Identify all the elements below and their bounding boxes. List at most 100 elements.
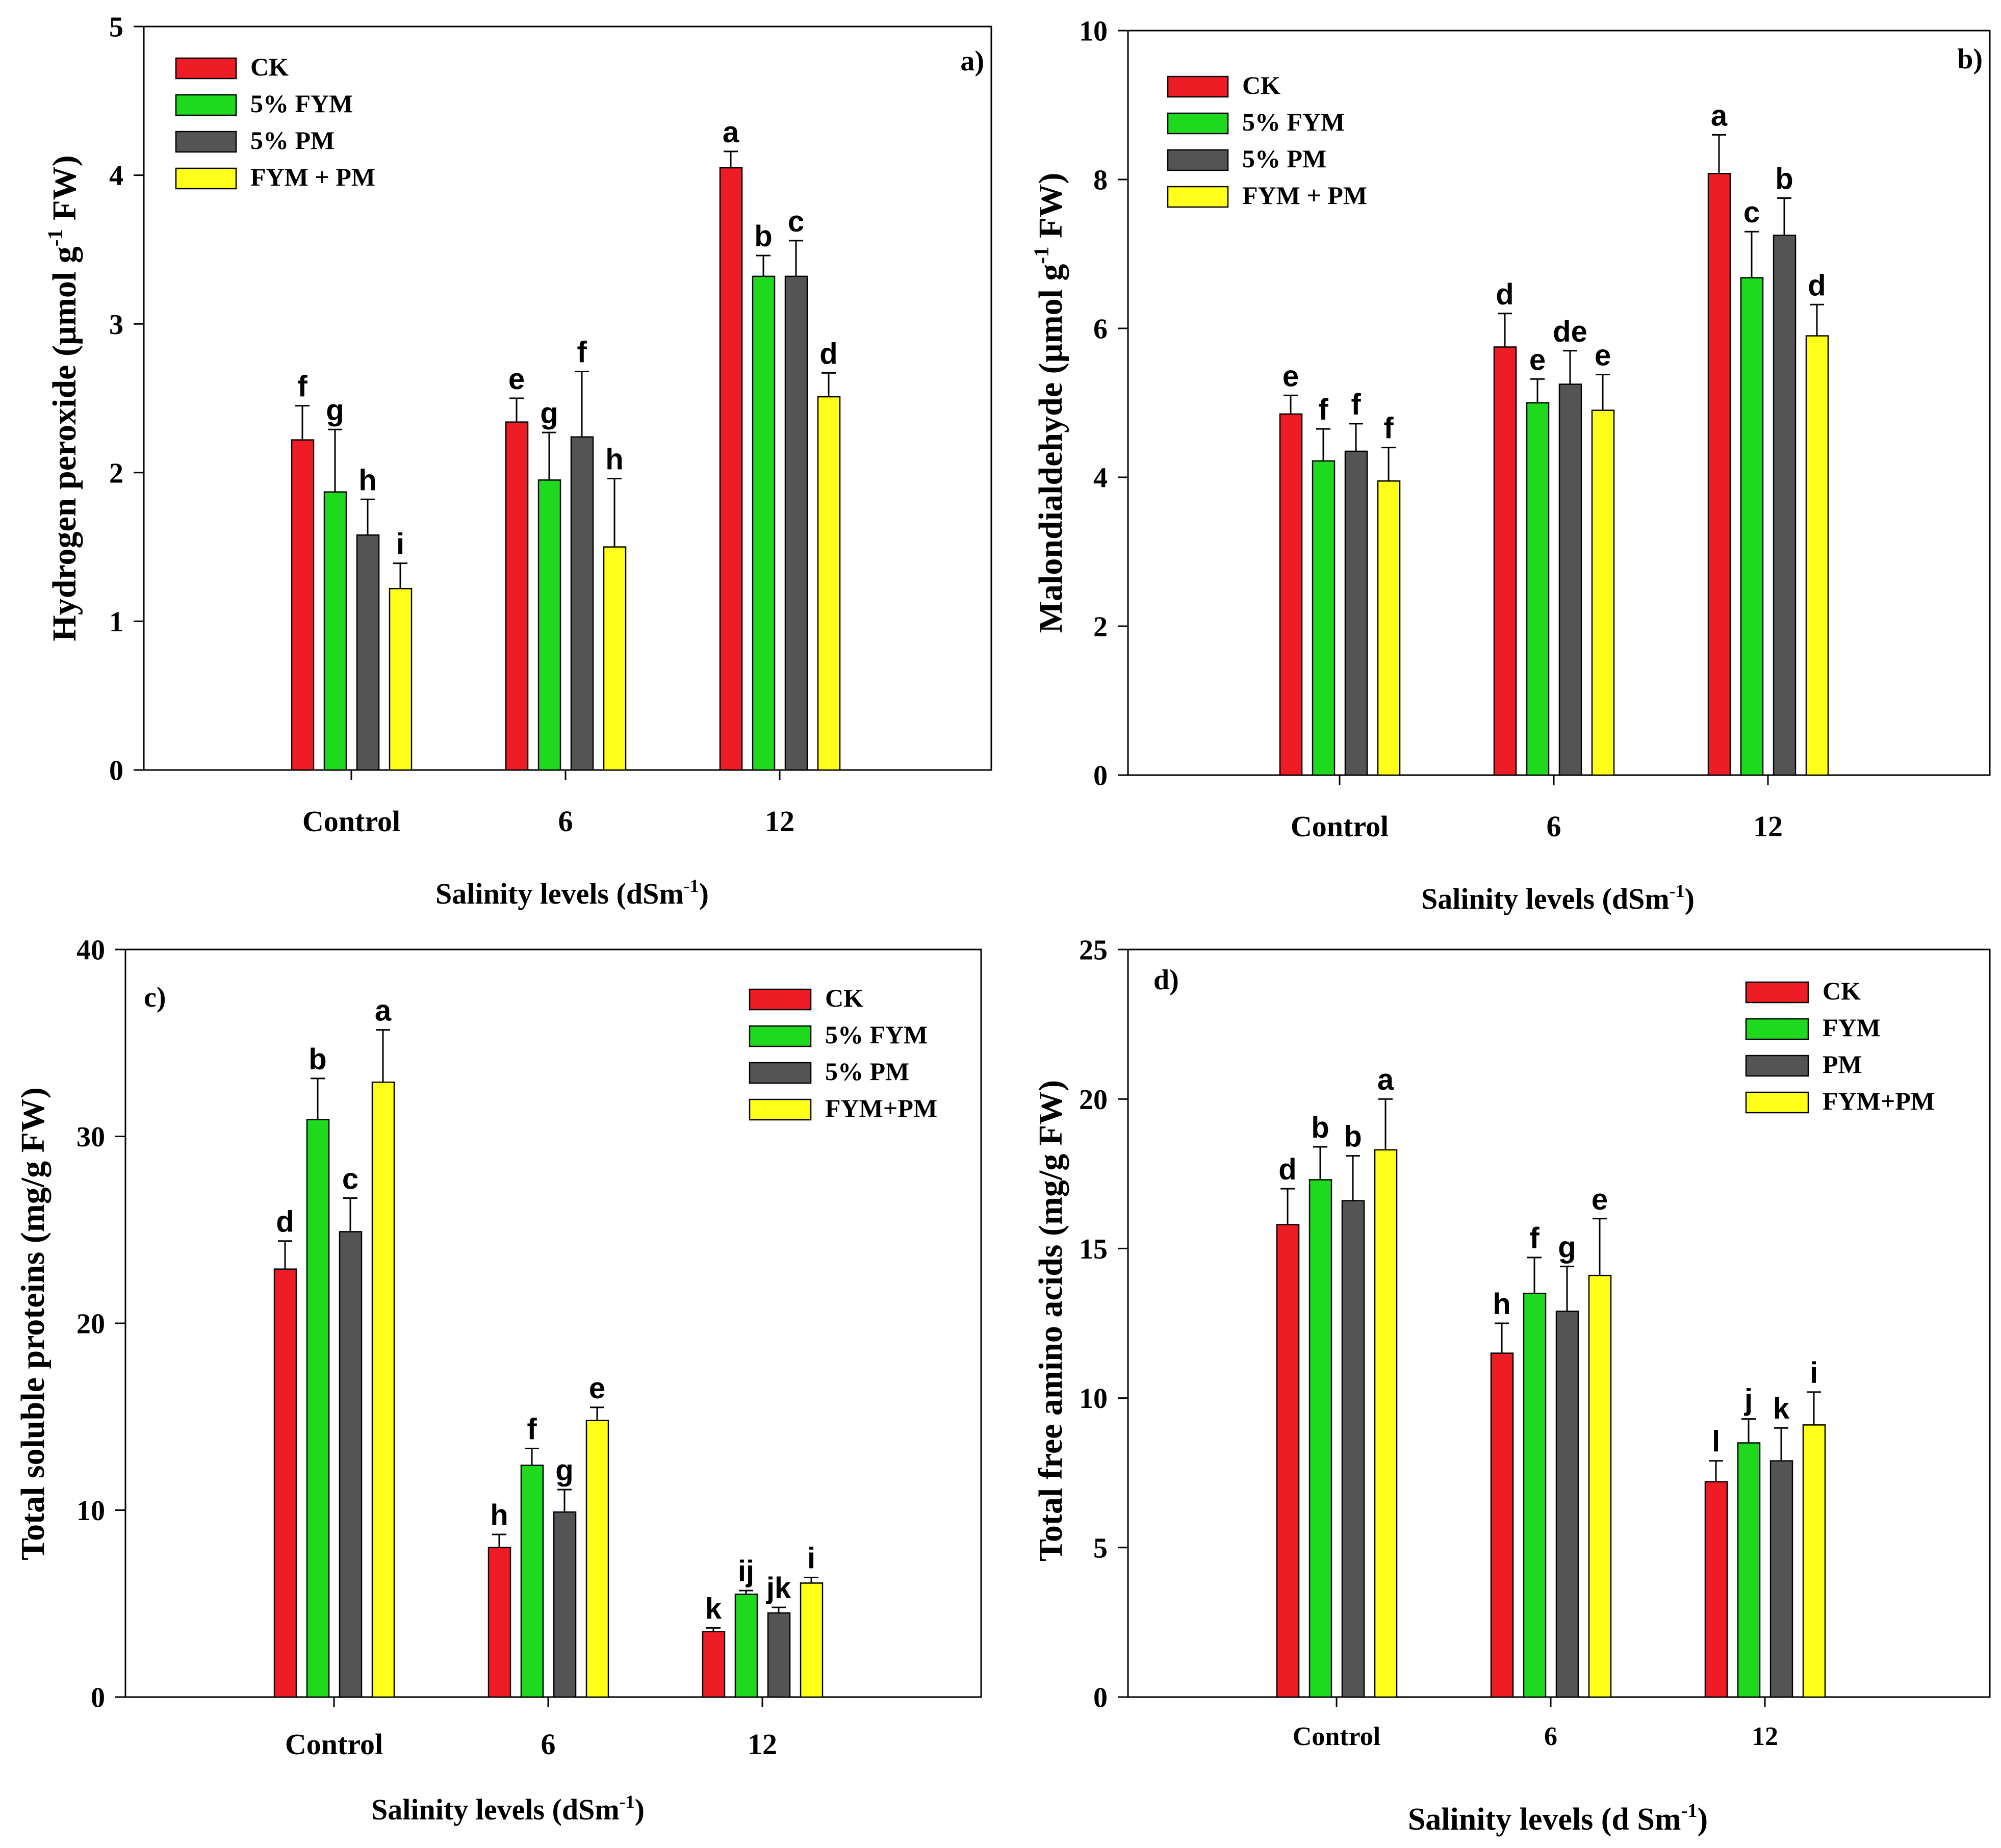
y-axis-title-tail: FW): [46, 155, 83, 229]
legend-label: CK: [1242, 71, 1280, 99]
y-tick-label: 5: [109, 12, 123, 43]
y-tick-label: 0: [1093, 760, 1108, 792]
panel-label: a): [960, 45, 984, 77]
bar: [1341, 1200, 1365, 1698]
x-category-label: 12: [1753, 810, 1783, 843]
x-axis-title-tail: ): [699, 877, 709, 910]
y-axis-title: Total free amino acids (mg/g FW): [1032, 1080, 1069, 1561]
legend-swatch: [175, 57, 237, 80]
significance-letter: c: [1743, 196, 1760, 229]
x-axis-title-tail: ): [1698, 1802, 1708, 1837]
legend-label: 5% FYM: [1242, 108, 1345, 136]
bar: [1377, 480, 1401, 776]
significance-letter: e: [589, 1372, 605, 1405]
bar: [767, 1612, 791, 1698]
y-axis-title: Total soluble proteins (mg/g FW): [14, 1087, 52, 1560]
significance-letter: d: [1496, 278, 1513, 311]
y-axis-title-tail: FW): [1032, 173, 1069, 247]
bar: [585, 1420, 609, 1698]
significance-letter: e: [1529, 343, 1546, 376]
bar: [800, 1582, 824, 1698]
panel-label: b): [1957, 43, 1983, 75]
bar: [1737, 1442, 1761, 1698]
significance-letter: b: [754, 220, 772, 253]
y-axis-title-superscript: -1: [44, 229, 67, 246]
y-tick-label: 25: [1079, 935, 1108, 966]
bar: [1740, 277, 1764, 776]
bar: [1493, 346, 1517, 776]
significance-letter: h: [1493, 1288, 1510, 1321]
legend-swatch: [175, 94, 237, 116]
significance-letter: e: [1282, 360, 1299, 393]
y-axis-title-text: Total soluble proteins (mg/g FW): [14, 1087, 52, 1560]
legend-label: PM: [1823, 1050, 1862, 1079]
legend-swatch: [1167, 112, 1229, 135]
y-tick-label: 2: [109, 457, 123, 489]
significance-letter: c: [342, 1162, 358, 1195]
x-category-label: 6: [558, 805, 573, 838]
plot-frame: [143, 25, 992, 771]
x-axis-title-superscript: -1: [620, 1791, 635, 1812]
x-category-label: Control: [1293, 1722, 1380, 1751]
bar: [817, 396, 841, 771]
bar: [784, 275, 808, 771]
significance-letter: de: [1553, 315, 1587, 348]
bar: [1312, 460, 1336, 776]
x-axis-title-superscript: -1: [684, 876, 699, 896]
significance-letter: b: [1775, 163, 1793, 196]
x-category-label: 6: [1544, 1722, 1557, 1751]
significance-letter: b: [1311, 1111, 1329, 1144]
legend-label: CK: [1823, 977, 1861, 1005]
bar: [371, 1081, 395, 1698]
significance-letter: a: [1711, 99, 1728, 132]
x-axis-title-text: Salinity levels (dSm: [371, 1793, 620, 1826]
bar: [1276, 1224, 1300, 1698]
legend-label: CK: [250, 53, 289, 81]
bar: [520, 1465, 544, 1698]
y-tick-label: 8: [1093, 165, 1108, 196]
significance-letter: b: [1344, 1120, 1362, 1153]
significance-letter: h: [490, 1499, 508, 1532]
y-tick-label: 20: [76, 1308, 105, 1340]
y-axis-title-superscript: -1: [1030, 246, 1053, 264]
x-category-label: 6: [1547, 810, 1561, 843]
legend-swatch: [175, 131, 237, 153]
bar: [1802, 1424, 1826, 1698]
significance-letter: f: [297, 370, 307, 403]
bar: [1490, 1352, 1514, 1698]
bar: [1769, 1460, 1793, 1698]
bar: [1309, 1179, 1332, 1698]
bar: [702, 1631, 726, 1698]
legend-swatch: [749, 988, 812, 1011]
significance-letter: f: [577, 336, 587, 369]
y-tick-label: 5: [1093, 1532, 1108, 1564]
bar: [356, 534, 380, 771]
legend-swatch: [1745, 981, 1809, 1004]
y-axis-title: Hydrogen peroxide (µmol g-1 FW): [44, 155, 83, 641]
significance-letter: g: [540, 397, 558, 430]
y-axis-title-text: Total free amino acids (mg/g FW): [1032, 1080, 1069, 1561]
y-axis-title-text: Malondialdehyde (µmol g: [1032, 264, 1069, 633]
y-tick-label: 10: [1079, 1383, 1108, 1415]
x-category-label: 12: [748, 1728, 777, 1761]
legend-label: FYM + PM: [250, 163, 375, 191]
bar: [1555, 1311, 1579, 1698]
legend-swatch: [1167, 75, 1229, 98]
bar: [1344, 450, 1368, 776]
bar: [1526, 402, 1550, 776]
significance-letter: jk: [766, 1572, 791, 1605]
significance-letter: j: [1744, 1383, 1753, 1417]
bar: [570, 436, 594, 771]
x-category-label: 12: [1752, 1722, 1778, 1751]
legend-label: 5% FYM: [250, 89, 353, 118]
bar: [323, 491, 347, 771]
bar: [1773, 235, 1797, 776]
significance-letter: g: [1558, 1231, 1576, 1264]
y-tick-label: 2: [1093, 611, 1108, 643]
legend-label: 5% PM: [1242, 144, 1326, 173]
legend-swatch: [1167, 186, 1229, 208]
bar: [1588, 1274, 1612, 1698]
significance-letter: a: [1377, 1063, 1394, 1096]
